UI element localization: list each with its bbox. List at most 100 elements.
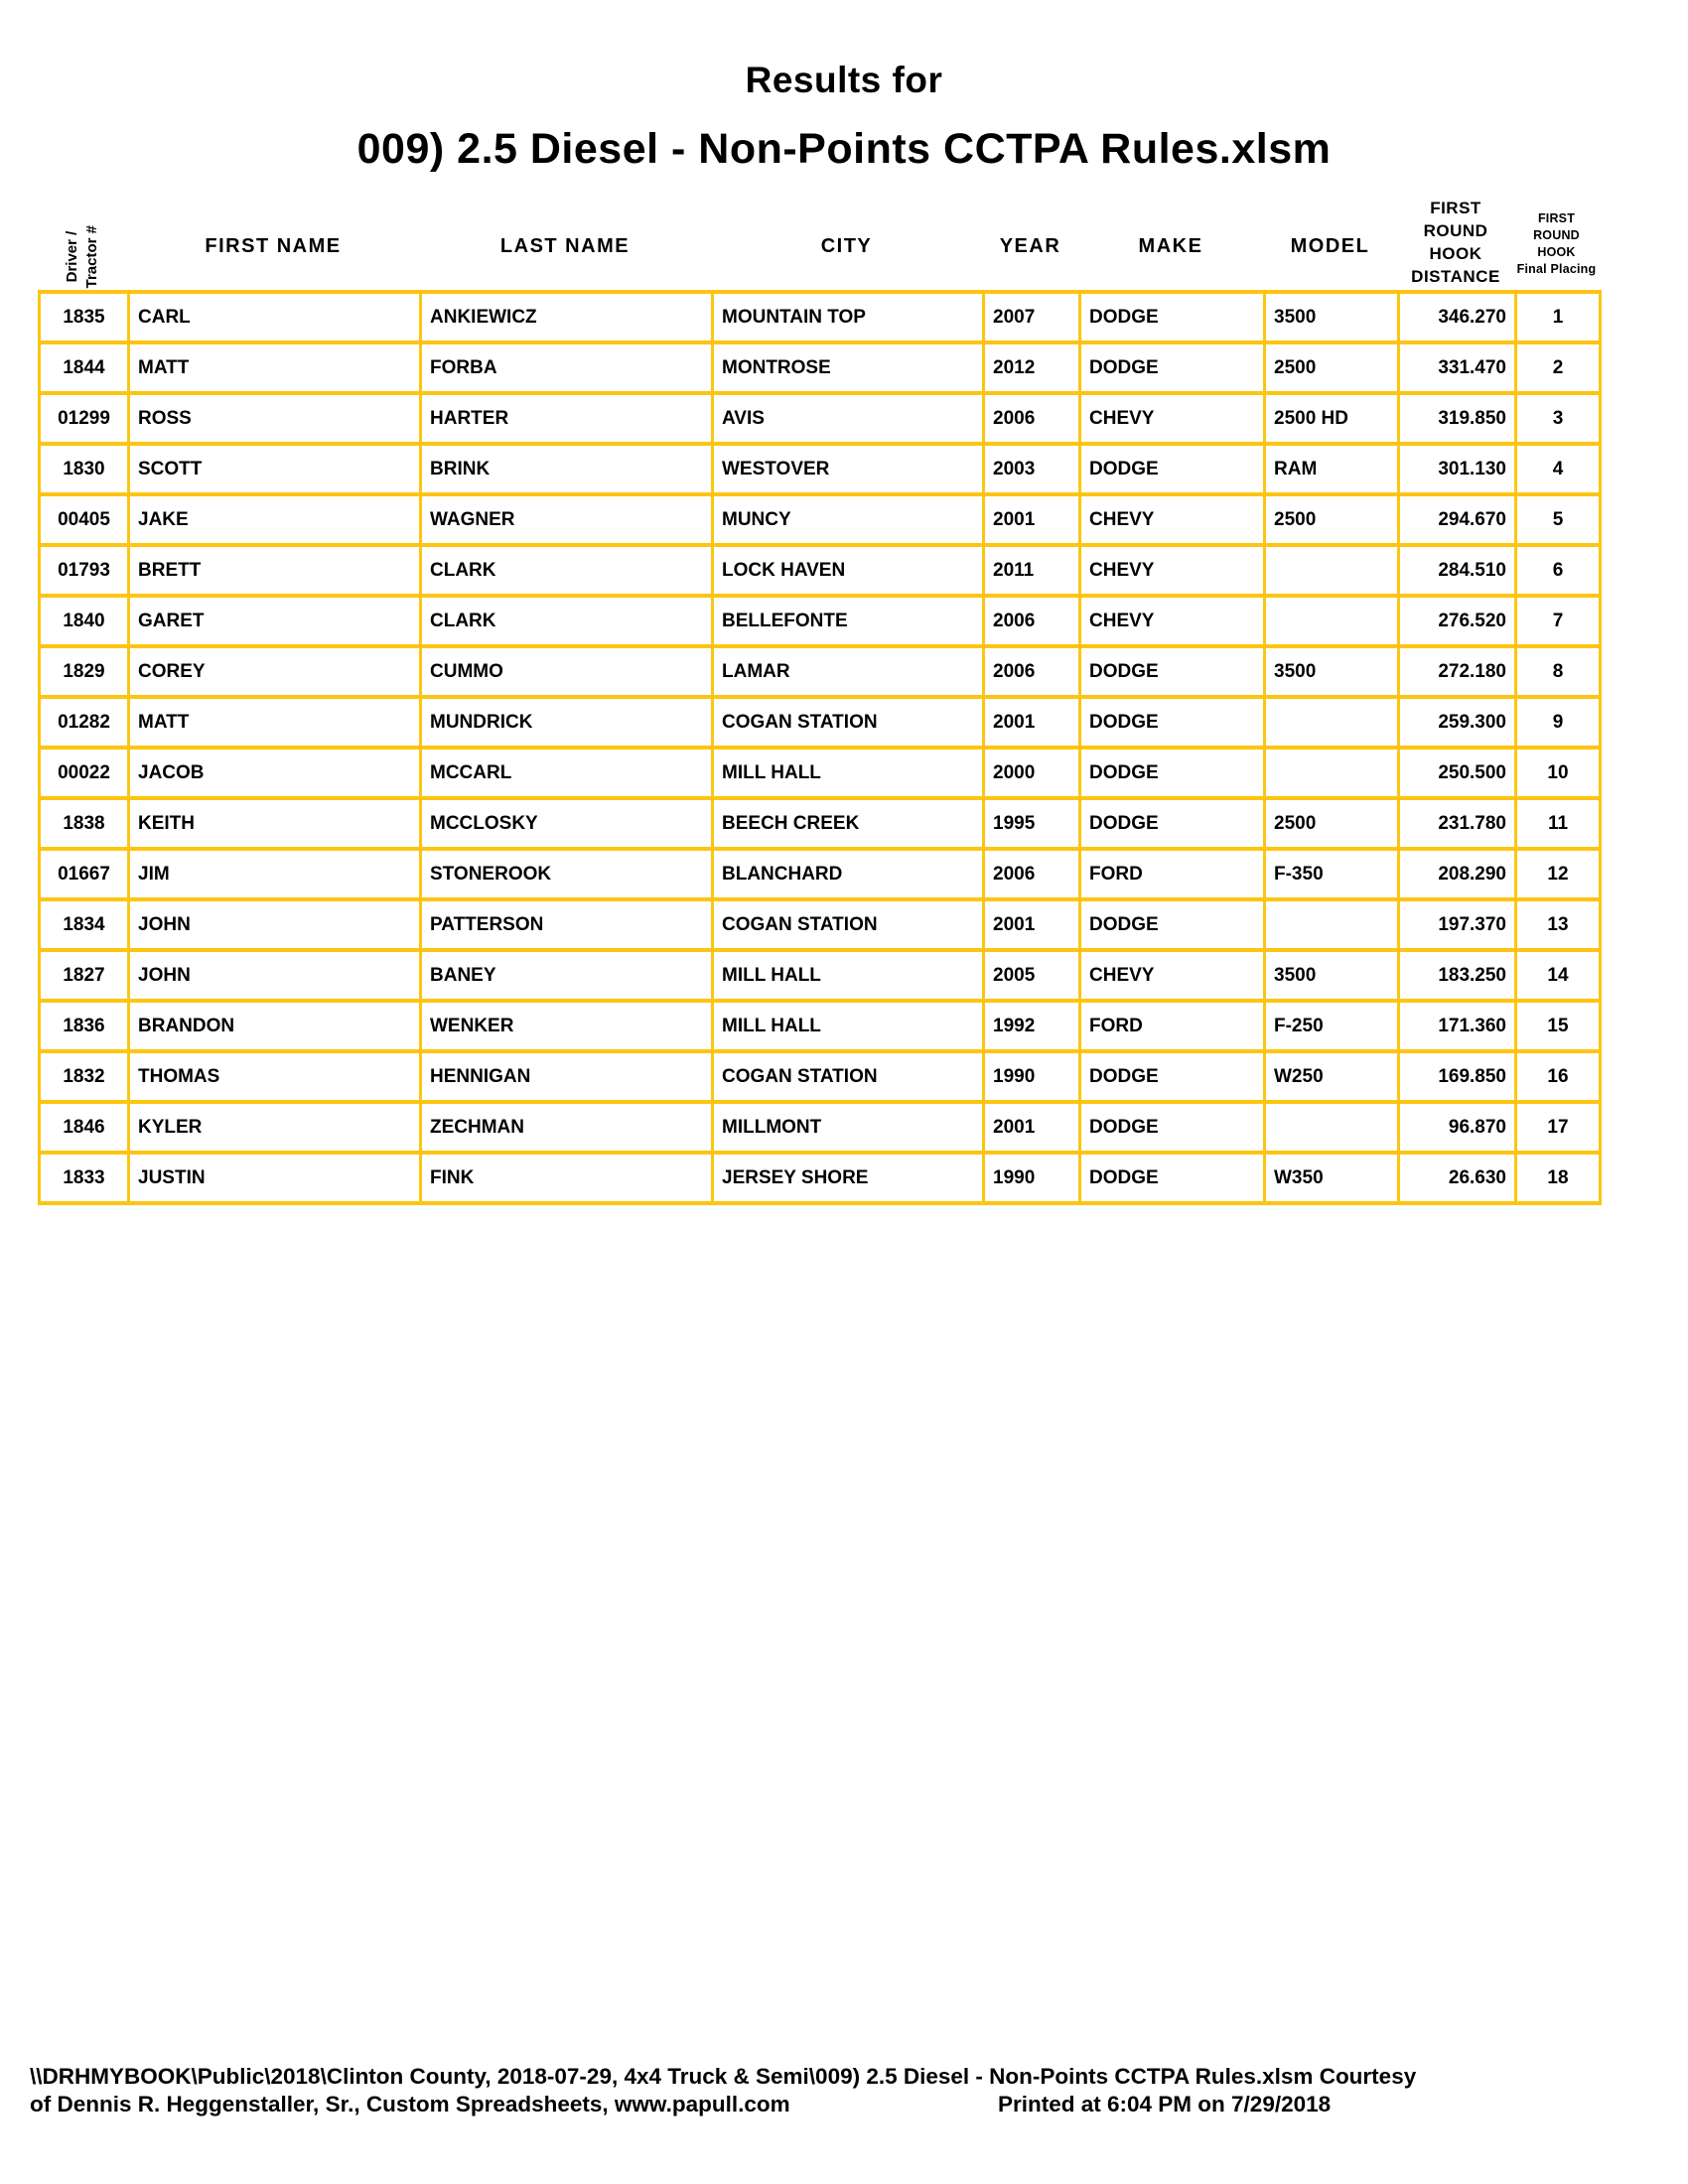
cell-year: 2006 <box>982 644 1081 699</box>
table-row: 1836 BRANDON WENKER MILL HALL 1992 FORD F-250 1… <box>38 999 1602 1053</box>
cell-model: 2500 HD <box>1263 391 1400 446</box>
cell-make: DODGE <box>1078 1151 1266 1205</box>
cell-hook-distance: 346.270 <box>1397 290 1517 344</box>
cell-make: DODGE <box>1078 442 1266 496</box>
cell-final-placing: 7 <box>1514 594 1602 648</box>
cell-first-name: JOHN <box>127 948 422 1003</box>
table-row: 1832 THOMAS HENNIGAN COGAN STATION 1990 DODGE… <box>38 1049 1602 1104</box>
col-header-first-name: FIRST NAME <box>205 235 342 257</box>
cell-final-placing: 3 <box>1514 391 1602 446</box>
col-header-model: MODEL <box>1290 235 1370 257</box>
page-title: Results for <box>745 60 943 100</box>
cell-driver-number: 1838 <box>38 796 130 851</box>
table-row: 1835 CARL ANKIEWICZ MOUNTAIN TOP 2007 DODGE 35… <box>38 290 1602 344</box>
cell-hook-distance: 331.470 <box>1397 341 1517 395</box>
cell-hook-distance: 284.510 <box>1397 543 1517 598</box>
cell-model: 2500 <box>1263 796 1400 851</box>
cell-hook-distance: 276.520 <box>1397 594 1517 648</box>
workbook-title: 009) 2.5 Diesel - Non-Points CCTPA Rules… <box>356 125 1332 173</box>
cell-make: DODGE <box>1078 341 1266 395</box>
cell-make: DODGE <box>1078 897 1266 952</box>
col-header-last-name: LAST NAME <box>499 235 631 257</box>
cell-city: MILLMONT <box>711 1100 985 1155</box>
cell-make: CHEVY <box>1078 948 1266 1003</box>
cell-model: 2500 <box>1263 492 1400 547</box>
cell-last-name: BANEY <box>419 948 714 1003</box>
cell-city: LOCK HAVEN <box>711 543 985 598</box>
cell-driver-number: 1832 <box>38 1049 130 1104</box>
cell-make: FORD <box>1078 847 1266 901</box>
cell-year: 2001 <box>982 1100 1081 1155</box>
cell-driver-number: 1846 <box>38 1100 130 1155</box>
table-row: 00405 JAKE WAGNER MUNCY 2001 CHEVY 2500 294.670… <box>38 492 1602 547</box>
cell-driver-number: 1840 <box>38 594 130 648</box>
table-row: 1846 KYLER ZECHMAN MILLMONT 2001 DODGE 96.870 1… <box>38 1100 1602 1155</box>
cell-year: 2001 <box>982 695 1081 750</box>
cell-last-name: ZECHMAN <box>419 1100 714 1155</box>
table-header-row: Driver / Tractor # FIRST NAME LAST NAME … <box>38 192 1599 290</box>
cell-driver-number: 01793 <box>38 543 130 598</box>
cell-final-placing: 6 <box>1514 543 1602 598</box>
cell-final-placing: 11 <box>1514 796 1602 851</box>
cell-city: WESTOVER <box>711 442 985 496</box>
cell-first-name: KEITH <box>127 796 422 851</box>
cell-model: RAM <box>1263 442 1400 496</box>
cell-hook-distance: 250.500 <box>1397 746 1517 800</box>
table-row: 1844 MATT FORBA MONTROSE 2012 DODGE 2500 331.47… <box>38 341 1602 395</box>
cell-make: DODGE <box>1078 796 1266 851</box>
cell-driver-number: 00405 <box>38 492 130 547</box>
cell-first-name: MATT <box>127 341 422 395</box>
col-header-first-round-hook-distance: FIRST ROUND HOOK DISTANCE <box>1411 199 1500 286</box>
cell-hook-distance: 171.360 <box>1397 999 1517 1053</box>
cell-make: DODGE <box>1078 290 1266 344</box>
cell-driver-number: 1833 <box>38 1151 130 1205</box>
footer-courtesy-text: of Dennis R. Heggenstaller, Sr., Custom … <box>30 2092 790 2116</box>
cell-city: MONTROSE <box>711 341 985 395</box>
col-header-year: YEAR <box>999 235 1061 257</box>
cell-first-name: JUSTIN <box>127 1151 422 1205</box>
table-row: 01282 MATT MUNDRICK COGAN STATION 2001 DODGE 2… <box>38 695 1602 750</box>
cell-final-placing: 2 <box>1514 341 1602 395</box>
cell-last-name: ANKIEWICZ <box>419 290 714 344</box>
results-table-body: 1835 CARL ANKIEWICZ MOUNTAIN TOP 2007 DODGE 35… <box>38 290 1602 1205</box>
cell-driver-number: 1835 <box>38 290 130 344</box>
cell-year: 2007 <box>982 290 1081 344</box>
table-row: 1833 JUSTIN FINK JERSEY SHORE 1990 DODGE W350 2… <box>38 1151 1602 1205</box>
cell-driver-number: 1834 <box>38 897 130 952</box>
cell-last-name: PATTERSON <box>419 897 714 952</box>
col-header-driver-tractor-number-label: Driver / Tractor # <box>64 224 100 288</box>
cell-model <box>1263 1100 1400 1155</box>
cell-year: 2006 <box>982 847 1081 901</box>
cell-first-name: CARL <box>127 290 422 344</box>
cell-hook-distance: 96.870 <box>1397 1100 1517 1155</box>
table-row: 01667 JIM STONEROOK BLANCHARD 2006 FORD F-350 2… <box>38 847 1602 901</box>
results-table: 1835 CARL ANKIEWICZ MOUNTAIN TOP 2007 DODGE 35… <box>38 290 1602 1205</box>
cell-model: F-350 <box>1263 847 1400 901</box>
cell-model <box>1263 543 1400 598</box>
col-header-make: MAKE <box>1138 235 1203 257</box>
table-row: 00022 JACOB MCCARL MILL HALL 2000 DODGE 250.50… <box>38 746 1602 800</box>
cell-first-name: BRANDON <box>127 999 422 1053</box>
cell-hook-distance: 294.670 <box>1397 492 1517 547</box>
cell-model: 3500 <box>1263 290 1400 344</box>
cell-model <box>1263 594 1400 648</box>
cell-year: 2001 <box>982 492 1081 547</box>
cell-model: W250 <box>1263 1049 1400 1104</box>
col-header-city: CITY <box>820 235 873 257</box>
table-row: 01299 ROSS HARTER AVIS 2006 CHEVY 2500 HD 319.8… <box>38 391 1602 446</box>
page-footer: \\DRHMYBOOK\Public\2018\Clinton County, … <box>30 2063 1663 2118</box>
cell-first-name: ROSS <box>127 391 422 446</box>
cell-final-placing: 17 <box>1514 1100 1602 1155</box>
cell-driver-number: 1829 <box>38 644 130 699</box>
cell-driver-number: 1830 <box>38 442 130 496</box>
col-header-first-round-hook-final-placing: FIRST ROUND HOOK Final Placing <box>1516 211 1597 276</box>
col-header-driver-tractor-number: Driver / Tractor # <box>38 192 127 290</box>
cell-model: F-250 <box>1263 999 1400 1053</box>
cell-hook-distance: 231.780 <box>1397 796 1517 851</box>
cell-city: JERSEY SHORE <box>711 1151 985 1205</box>
cell-driver-number: 1836 <box>38 999 130 1053</box>
cell-city: COGAN STATION <box>711 695 985 750</box>
cell-final-placing: 4 <box>1514 442 1602 496</box>
cell-first-name: JAKE <box>127 492 422 547</box>
cell-make: CHEVY <box>1078 391 1266 446</box>
